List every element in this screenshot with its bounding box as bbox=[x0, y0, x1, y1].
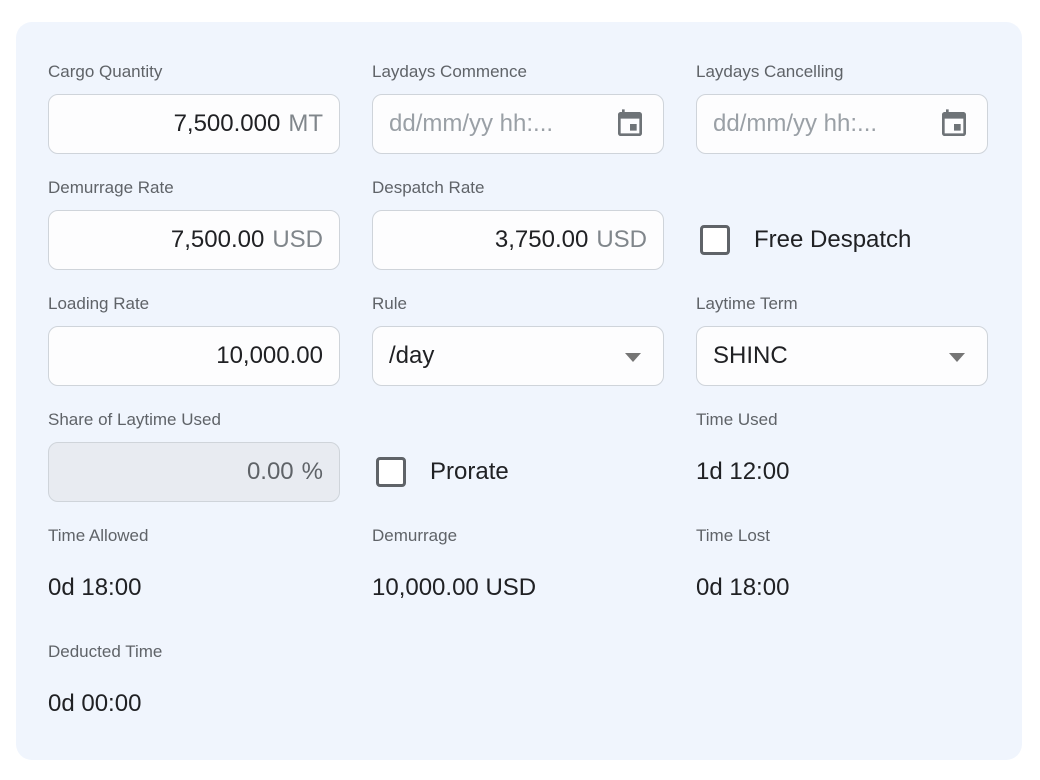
despatch-rate-currency: USD bbox=[596, 226, 647, 253]
share-of-laytime-used-label: Share of Laytime Used bbox=[48, 410, 221, 429]
demurrage-rate-input[interactable]: 7,500.00 USD bbox=[48, 210, 340, 270]
share-of-laytime-used-group: Share of Laytime Used 0.00 % bbox=[48, 410, 340, 502]
rule-label: Rule bbox=[372, 294, 407, 313]
demurrage-rate-group: Demurrage Rate 7,500.00 USD bbox=[48, 178, 340, 270]
deducted-time-label: Deducted Time bbox=[48, 642, 163, 661]
loading-rate-input[interactable]: 10,000.00 bbox=[48, 326, 340, 386]
empty-cell bbox=[696, 642, 988, 734]
prorate-label: Prorate bbox=[430, 458, 509, 485]
loading-rate-group: Loading Rate 10,000.00 bbox=[48, 294, 340, 386]
laydays-cancelling-label: Laydays Cancelling bbox=[696, 62, 844, 81]
demurrage-label: Demurrage bbox=[372, 526, 458, 545]
laydays-commence-placeholder: dd/mm/yy hh:... bbox=[389, 110, 554, 137]
laydays-cancelling-group: Laydays Cancelling dd/mm/yy hh:... bbox=[696, 62, 988, 154]
demurrage-group: Demurrage 10,000.00 USD bbox=[372, 526, 664, 618]
calendar-icon[interactable] bbox=[937, 107, 971, 141]
laydays-commence-label: Laydays Commence bbox=[372, 62, 527, 81]
laytime-term-group: Laytime Term SHINC bbox=[696, 294, 988, 386]
time-allowed-value: 0d 18:00 bbox=[48, 574, 142, 601]
chevron-down-icon bbox=[625, 353, 641, 362]
laydays-cancelling-input[interactable]: dd/mm/yy hh:... bbox=[696, 94, 988, 154]
rule-select-value: /day bbox=[389, 342, 435, 369]
prorate-checkbox[interactable] bbox=[376, 457, 406, 487]
despatch-rate-group: Despatch Rate 3,750.00 USD bbox=[372, 178, 664, 270]
free-despatch-label: Free Despatch bbox=[754, 226, 912, 253]
laytime-term-label: Laytime Term bbox=[696, 294, 798, 313]
cargo-quantity-group: Cargo Quantity 7,500.000 MT bbox=[48, 62, 340, 154]
time-allowed-label: Time Allowed bbox=[48, 526, 149, 545]
share-of-laytime-used-input: 0.00 % bbox=[48, 442, 340, 502]
chevron-down-icon bbox=[949, 353, 965, 362]
free-despatch-checkbox[interactable] bbox=[700, 225, 730, 255]
demurrage-rate-value: 7,500.00 bbox=[170, 226, 265, 253]
time-used-group: Time Used 1d 12:00 bbox=[696, 410, 988, 502]
laytime-calculation-panel: Cargo Quantity 7,500.000 MT Laydays Comm… bbox=[16, 22, 1022, 760]
deducted-time-group: Deducted Time 0d 00:00 bbox=[48, 642, 340, 734]
despatch-rate-label: Despatch Rate bbox=[372, 178, 485, 197]
free-despatch-group: Free Despatch bbox=[696, 178, 988, 270]
demurrage-rate-currency: USD bbox=[272, 226, 323, 253]
time-lost-value: 0d 18:00 bbox=[696, 574, 790, 601]
time-used-value: 1d 12:00 bbox=[696, 458, 790, 485]
laytime-term-select[interactable]: SHINC bbox=[696, 326, 988, 386]
demurrage-value: 10,000.00 USD bbox=[372, 574, 537, 601]
prorate-group: Prorate bbox=[372, 410, 664, 502]
free-despatch-checkbox-row[interactable]: Free Despatch bbox=[696, 210, 988, 270]
time-allowed-group: Time Allowed 0d 18:00 bbox=[48, 526, 340, 618]
laydays-cancelling-placeholder: dd/mm/yy hh:... bbox=[713, 110, 878, 137]
demurrage-rate-label: Demurrage Rate bbox=[48, 178, 174, 197]
time-lost-label: Time Lost bbox=[696, 526, 771, 545]
despatch-rate-input[interactable]: 3,750.00 USD bbox=[372, 210, 664, 270]
loading-rate-label: Loading Rate bbox=[48, 294, 150, 313]
laydays-commence-input[interactable]: dd/mm/yy hh:... bbox=[372, 94, 664, 154]
share-of-laytime-used-unit: % bbox=[301, 458, 323, 485]
cargo-quantity-unit: MT bbox=[288, 110, 323, 137]
rule-select[interactable]: /day bbox=[372, 326, 664, 386]
calendar-icon[interactable] bbox=[613, 107, 647, 141]
deducted-time-value: 0d 00:00 bbox=[48, 690, 142, 717]
laytime-term-select-value: SHINC bbox=[713, 342, 788, 369]
cargo-quantity-label: Cargo Quantity bbox=[48, 62, 163, 81]
time-lost-group: Time Lost 0d 18:00 bbox=[696, 526, 988, 618]
form-grid: Cargo Quantity 7,500.000 MT Laydays Comm… bbox=[48, 62, 1022, 734]
empty-cell bbox=[372, 642, 664, 734]
despatch-rate-value: 3,750.00 bbox=[494, 226, 589, 253]
share-of-laytime-used-value: 0.00 bbox=[246, 458, 294, 485]
time-used-label: Time Used bbox=[696, 410, 778, 429]
laydays-commence-group: Laydays Commence dd/mm/yy hh:... bbox=[372, 62, 664, 154]
loading-rate-value: 10,000.00 bbox=[216, 342, 323, 369]
prorate-checkbox-row[interactable]: Prorate bbox=[372, 442, 664, 502]
cargo-quantity-input[interactable]: 7,500.000 MT bbox=[48, 94, 340, 154]
cargo-quantity-value: 7,500.000 bbox=[173, 110, 281, 137]
rule-group: Rule /day bbox=[372, 294, 664, 386]
